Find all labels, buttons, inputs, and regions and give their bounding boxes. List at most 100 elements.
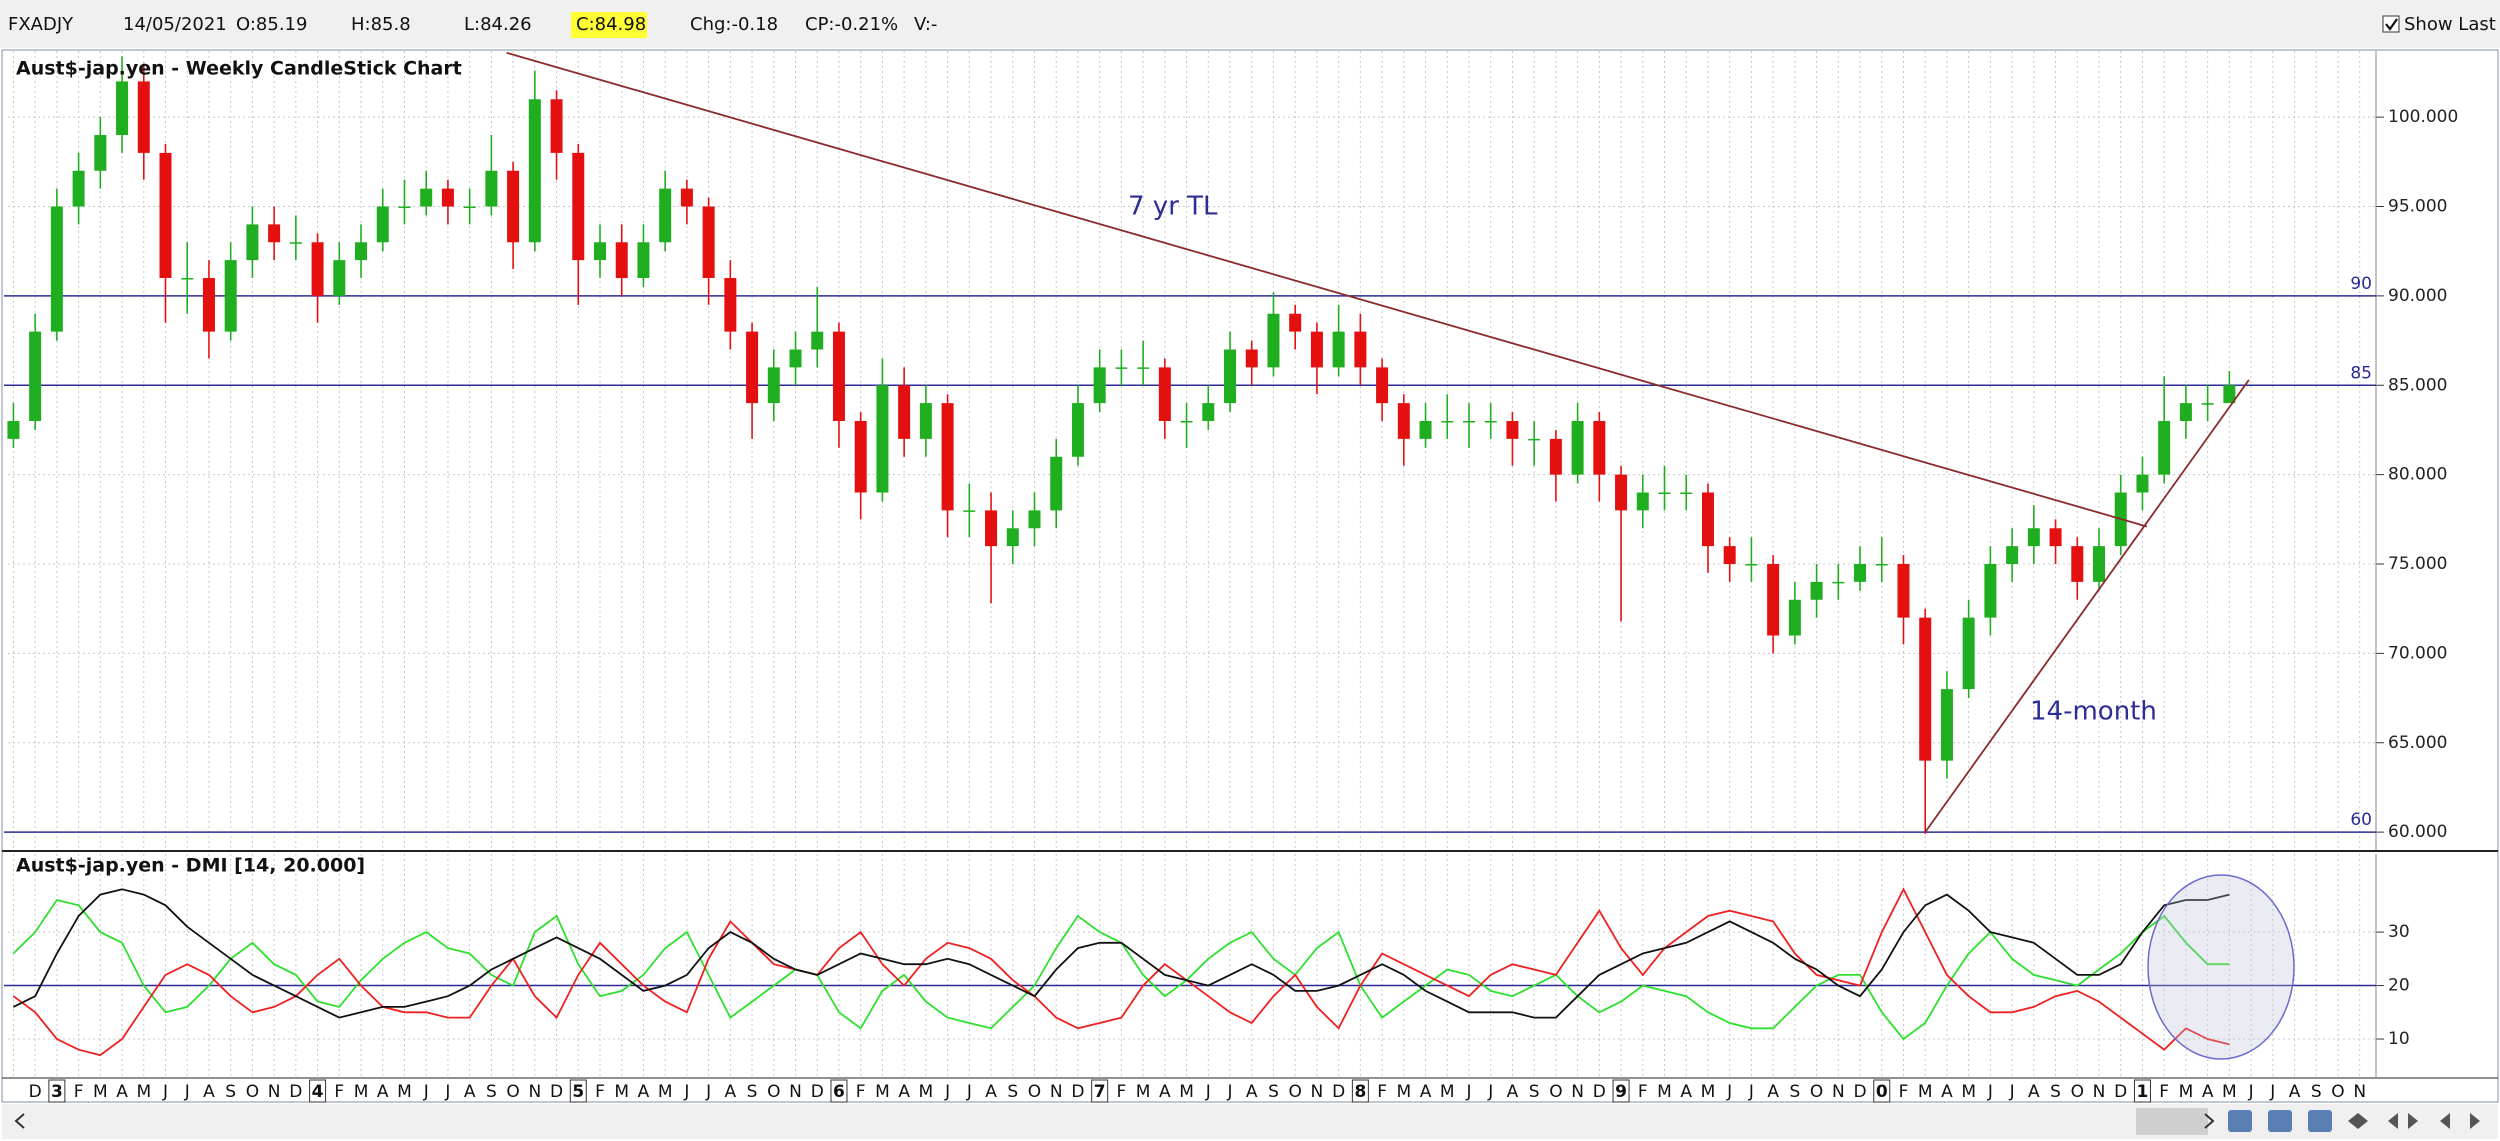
check-mark [2385,18,2398,31]
x-tick-label: A [1507,1082,1519,1102]
candle-body [202,278,215,332]
year-box [569,1079,587,1103]
fit-icon[interactable] [2388,1113,2418,1129]
x-tick-label: O [506,1082,519,1102]
x-tick-label: A [898,1082,910,1102]
candle-body [1224,349,1237,404]
trendline [506,51,2148,528]
x-tick-label: M [2222,1082,2237,1102]
x-tick-label: M [397,1082,412,1102]
y-tick-label: 90.000 [2388,286,2447,306]
candle-body [1615,474,1628,511]
candle-body [1810,581,1823,600]
x-tick-label: F [1117,1082,1127,1102]
x-tick-label: N [1571,1082,1584,1102]
candle-body [1940,689,1953,761]
candle-body [832,331,845,422]
x-tick-label: S [2050,1082,2061,1102]
scroll-left[interactable] [14,1113,25,1129]
x-tick-label: J [1205,1082,1211,1102]
x-tick-label: S [1007,1082,1018,1102]
x-tick-label: J [683,1082,689,1102]
x-tick-label: 9 [1615,1082,1627,1102]
candle-body [550,99,563,153]
x-tick-label: M [1701,1082,1716,1102]
candle-body [1528,438,1541,441]
zoom-icon[interactable] [2348,1113,2368,1129]
tool-icon[interactable] [2268,1110,2292,1132]
candle-body [1484,421,1497,423]
x-tick-label: S [747,1082,758,1102]
x-tick-label: D [1853,1082,1866,1102]
candle-body [1354,331,1367,368]
candle-body [29,331,42,422]
candle-body [767,367,780,404]
annotation: 7 yr TL [1128,192,1218,222]
x-tick-label: F [334,1082,344,1102]
candle-body [72,170,85,207]
symbol: FXADJY [8,14,74,35]
candle-body [1701,492,1714,547]
candle-body [680,188,693,207]
x-tick-label: J [184,1082,190,1102]
candle-body [963,510,976,512]
candle-body [1462,421,1475,423]
scroll-right[interactable] [2204,1113,2215,1129]
x-tick-label: J [1465,1082,1471,1102]
candle-body [985,510,998,547]
high: H:85.8 [351,14,411,35]
candle-body [1050,456,1063,511]
scrollbar[interactable] [2,1104,2498,1139]
x-tick-label: J [1748,1082,1754,1102]
next-icon[interactable] [2470,1113,2480,1129]
prev-icon[interactable] [2440,1113,2450,1129]
candle-body [1310,331,1323,368]
x-tick-label: D [550,1082,563,1102]
year-box [1351,1079,1369,1103]
x-tick-label: J [1987,1082,1993,1102]
show-last[interactable]: Show Last [2404,14,2496,35]
tool-icon[interactable] [2308,1110,2332,1132]
candle-body [2093,546,2106,582]
x-tick-label: S [1529,1082,1540,1102]
y-tick-label: 20 [2388,976,2410,996]
x-tick-label: M [1179,1082,1194,1102]
x-tick-label: A [116,1082,128,1102]
scroll-thumb[interactable] [2136,1108,2208,1135]
open: O:85.19 [236,14,307,35]
close: C:84.98 [576,14,646,35]
x-tick-label: N [528,1082,541,1102]
candle-body [1680,492,1693,495]
x-tick-label: M [875,1082,890,1102]
candle-body [1115,367,1128,369]
candle-body [2223,385,2236,404]
x-tick-label: F [2159,1082,2169,1102]
x-tick-label: A [1246,1082,1258,1102]
x-tick-label: J [162,1082,168,1102]
x-tick-label: J [944,1082,950,1102]
candle-body [1571,421,1584,475]
candle-body [1137,367,1150,369]
candle-body [376,206,389,243]
x-tick-label: F [1377,1082,1387,1102]
year-box [1873,1079,1891,1103]
checkbox[interactable] [2382,15,2400,33]
candle-body [1332,331,1345,368]
x-tick-label: M [658,1082,673,1102]
y-tick-label: 65.000 [2388,733,2447,753]
candle-body [1549,438,1562,475]
tool-icon[interactable] [2228,1110,2252,1132]
x-tick-label: M [1657,1082,1672,1102]
candle-body [246,224,259,261]
x-tick-label: F [1638,1082,1648,1102]
year-box [1612,1079,1630,1103]
x-tick-label: S [2311,1082,2322,1102]
x-tick-label: A [985,1082,997,1102]
x-tick-label: J [1726,1082,1732,1102]
x-tick-label: 4 [312,1082,324,1102]
low: L:84.26 [464,14,532,35]
candle-body [1745,564,1758,566]
x-tick-label: O [2071,1082,2084,1102]
